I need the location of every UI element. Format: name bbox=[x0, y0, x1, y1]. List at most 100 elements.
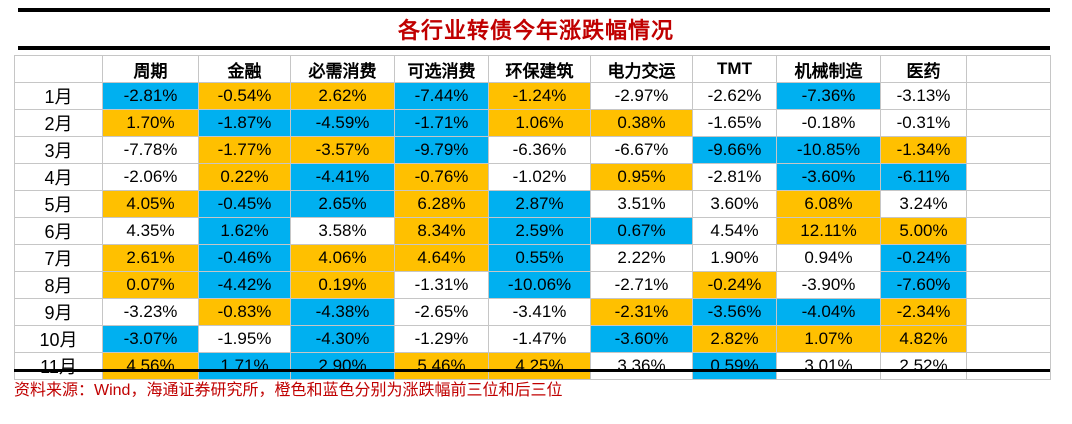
empty-trailing-cell bbox=[966, 298, 1051, 326]
value-cell: 2.87% bbox=[488, 190, 591, 218]
column-header: TMT bbox=[692, 55, 777, 83]
column-header: 环保建筑 bbox=[488, 55, 591, 83]
value-cell: -4.42% bbox=[198, 271, 291, 299]
value-cell: -4.41% bbox=[290, 163, 395, 191]
month-cell: 8月 bbox=[14, 271, 103, 299]
value-cell: 1.90% bbox=[692, 244, 777, 272]
value-cell: 0.94% bbox=[776, 244, 881, 272]
month-cell: 9月 bbox=[14, 298, 103, 326]
value-cell: -0.83% bbox=[198, 298, 291, 326]
month-cell: 10月 bbox=[14, 325, 103, 353]
month-cell: 11月 bbox=[14, 352, 103, 380]
value-cell: 2.22% bbox=[590, 244, 693, 272]
month-cell: 3月 bbox=[14, 136, 103, 164]
empty-trailing-cell bbox=[966, 271, 1051, 299]
value-cell: -4.59% bbox=[290, 109, 395, 137]
empty-trailing-cell bbox=[966, 352, 1051, 380]
value-cell: -2.81% bbox=[692, 163, 777, 191]
table-row: 2月 1.70% -1.87% -4.59% -1.71% 1.06% 0.38% -1.65… bbox=[14, 109, 1051, 137]
value-cell: 0.19% bbox=[290, 271, 395, 299]
value-cell: -3.60% bbox=[776, 163, 881, 191]
value-cell: -4.38% bbox=[290, 298, 395, 326]
value-cell: 2.82% bbox=[692, 325, 777, 353]
value-cell: 3.24% bbox=[880, 190, 967, 218]
value-cell: 2.65% bbox=[290, 190, 395, 218]
value-cell: -0.76% bbox=[394, 163, 489, 191]
value-cell: 2.62% bbox=[290, 82, 395, 110]
value-cell: -7.36% bbox=[776, 82, 881, 110]
value-cell: 0.22% bbox=[198, 163, 291, 191]
value-cell: 0.55% bbox=[488, 244, 591, 272]
value-cell: 6.28% bbox=[394, 190, 489, 218]
value-cell: -1.71% bbox=[394, 109, 489, 137]
empty-trailing-header-cell bbox=[966, 55, 1051, 83]
value-cell: -3.07% bbox=[102, 325, 199, 353]
value-cell: 2.52% bbox=[880, 352, 967, 380]
value-cell: -0.54% bbox=[198, 82, 291, 110]
month-cell: 2月 bbox=[14, 109, 103, 137]
value-cell: -7.78% bbox=[102, 136, 199, 164]
value-cell: -1.77% bbox=[198, 136, 291, 164]
value-cell: 4.05% bbox=[102, 190, 199, 218]
value-cell: -2.06% bbox=[102, 163, 199, 191]
value-cell: 0.59% bbox=[692, 352, 777, 380]
value-cell: 4.82% bbox=[880, 325, 967, 353]
value-cell: 5.00% bbox=[880, 217, 967, 245]
column-header: 必需消费 bbox=[290, 55, 395, 83]
value-cell: 3.36% bbox=[590, 352, 693, 380]
table-row: 6月 4.35% 1.62% 3.58% 8.34% 2.59% 0.67% 4.54% 12.… bbox=[14, 217, 1051, 245]
value-cell: -4.30% bbox=[290, 325, 395, 353]
value-cell: 12.11% bbox=[776, 217, 881, 245]
value-cell: 8.34% bbox=[394, 217, 489, 245]
value-cell: -3.23% bbox=[102, 298, 199, 326]
value-cell: -3.90% bbox=[776, 271, 881, 299]
value-cell: -0.46% bbox=[198, 244, 291, 272]
report-title: 各行业转债今年涨跌幅情况 bbox=[397, 18, 674, 43]
value-cell: -1.87% bbox=[198, 109, 291, 137]
value-cell: -6.36% bbox=[488, 136, 591, 164]
value-cell: 1.07% bbox=[776, 325, 881, 353]
value-cell: -3.60% bbox=[590, 325, 693, 353]
month-cell: 1月 bbox=[14, 82, 103, 110]
table-row: 1月 -2.81% -0.54% 2.62% -7.44% -1.24% -2.97% -2.… bbox=[14, 82, 1051, 110]
value-cell: -9.79% bbox=[394, 136, 489, 164]
value-cell: -0.18% bbox=[776, 109, 881, 137]
source-note: 资料来源：Wind，海通证券研究所，橙色和蓝色分别为涨跌幅前三位和后三位 bbox=[14, 382, 563, 399]
value-cell: -1.02% bbox=[488, 163, 591, 191]
value-cell: -0.24% bbox=[880, 244, 967, 272]
empty-trailing-cell bbox=[966, 190, 1051, 218]
value-cell: 3.51% bbox=[590, 190, 693, 218]
empty-trailing-cell bbox=[966, 217, 1051, 245]
empty-trailing-cell bbox=[966, 136, 1051, 164]
value-cell: 4.64% bbox=[394, 244, 489, 272]
value-cell: -10.85% bbox=[776, 136, 881, 164]
empty-trailing-cell bbox=[966, 244, 1051, 272]
table-bottom-rule bbox=[14, 369, 1050, 372]
value-cell: 6.08% bbox=[776, 190, 881, 218]
table-row: 7月 2.61% -0.46% 4.06% 4.64% 0.55% 2.22% 1.90% 0.… bbox=[14, 244, 1051, 272]
month-cell: 7月 bbox=[14, 244, 103, 272]
value-cell: -2.81% bbox=[102, 82, 199, 110]
table-row: 3月 -7.78% -1.77% -3.57% -9.79% -6.36% -6.67% -9… bbox=[14, 136, 1051, 164]
table-row: 9月 -3.23% -0.83% -4.38% -2.65% -3.41% -2.31% -3… bbox=[14, 298, 1051, 326]
value-cell: -1.65% bbox=[692, 109, 777, 137]
column-header: 可选消费 bbox=[394, 55, 489, 83]
value-cell: -1.95% bbox=[198, 325, 291, 353]
header-row: 周期 金融 必需消费 可选消费 环保建筑 电力交运 TMT 机械制造 医药 bbox=[14, 55, 1051, 83]
value-cell: 4.54% bbox=[692, 217, 777, 245]
table-row: 11月 4.56% 1.71% 2.90% 5.46% 4.25% 3.36% 0.59% 3.… bbox=[14, 352, 1051, 380]
value-cell: 1.06% bbox=[488, 109, 591, 137]
value-cell: 3.58% bbox=[290, 217, 395, 245]
value-cell: -3.13% bbox=[880, 82, 967, 110]
value-cell: -1.34% bbox=[880, 136, 967, 164]
value-cell: 3.60% bbox=[692, 190, 777, 218]
value-cell: -3.56% bbox=[692, 298, 777, 326]
month-cell: 5月 bbox=[14, 190, 103, 218]
value-cell: 1.71% bbox=[198, 352, 291, 380]
industry-performance-table: 周期 金融 必需消费 可选消费 环保建筑 电力交运 TMT 机械制造 医药 1月 -2.81% -0… bbox=[14, 55, 1051, 380]
value-cell: -10.06% bbox=[488, 271, 591, 299]
table-row: 4月 -2.06% 0.22% -4.41% -0.76% -1.02% 0.95% -2.8… bbox=[14, 163, 1051, 191]
value-cell: 3.01% bbox=[776, 352, 881, 380]
value-cell: 0.07% bbox=[102, 271, 199, 299]
